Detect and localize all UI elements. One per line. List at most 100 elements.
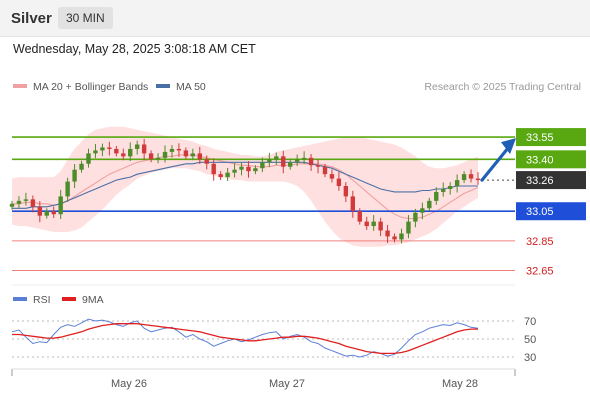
legend-swatch-1 (156, 84, 170, 88)
candle-body-60 (427, 200, 432, 209)
x-tick-label-1: May 27 (269, 378, 305, 390)
candle-body-48 (343, 186, 349, 197)
candle-body-49 (350, 196, 356, 212)
rsi-legend-swatch-0 (13, 297, 27, 301)
x-tick-label-0: May 26 (111, 378, 147, 390)
candle-body-45 (322, 166, 328, 175)
candle-body-6 (51, 211, 56, 215)
candle-body-66 (468, 174, 474, 179)
candle-body-0 (9, 203, 15, 207)
candle-body-28 (204, 159, 209, 164)
symbol-title: Silver (11, 10, 52, 27)
level-label-33.05: 33.05 (526, 206, 554, 218)
candle-body-62 (441, 188, 446, 192)
candle-body-10 (79, 163, 84, 170)
candle-body-65 (461, 174, 467, 181)
candle-body-61 (434, 191, 439, 201)
candle-body-13 (100, 147, 105, 151)
candle-body-17 (128, 148, 133, 157)
candle-body-51 (364, 221, 369, 227)
level-label-33.40: 33.40 (526, 154, 554, 166)
candle-body-47 (336, 178, 342, 187)
candle-body-22 (162, 151, 168, 158)
candle-body-12 (93, 150, 98, 154)
candle-body-59 (420, 208, 425, 213)
candle-body-20 (148, 153, 154, 160)
candle-body-67 (475, 178, 481, 181)
ma50-line (12, 161, 478, 209)
candle-body-2 (23, 199, 29, 201)
candle-body-35 (253, 168, 258, 172)
legend-label-0: MA 20 + Bollinger Bands (33, 81, 148, 93)
candle-body-52 (371, 221, 376, 227)
candle-body-63 (447, 186, 453, 189)
candle-body-14 (107, 147, 112, 149)
candle-body-38 (274, 156, 279, 160)
candle-body-15 (114, 148, 119, 154)
candle-body-8 (65, 181, 70, 197)
candle-body-24 (176, 148, 182, 151)
level-box-33.05 (516, 202, 586, 221)
candle-body-11 (86, 153, 91, 164)
x-tick-label-2: May 28 (442, 378, 478, 390)
rsi-tick-50: 50 (524, 334, 536, 346)
candle-body-26 (190, 153, 196, 157)
candle-body-23 (169, 148, 175, 152)
candle-body-30 (218, 174, 223, 178)
candle-body-42 (301, 157, 307, 160)
candle-body-29 (211, 163, 216, 175)
candle-body-37 (267, 159, 272, 163)
current-price-box (516, 171, 586, 190)
candle-body-64 (454, 180, 460, 187)
candle-body-18 (134, 144, 140, 149)
chart-header: Silver 30 MIN (0, 0, 590, 37)
candle-body-50 (357, 211, 362, 222)
ma20-line (12, 154, 479, 220)
candle-body-33 (239, 166, 244, 170)
candle-body-31 (225, 172, 230, 178)
candle-body-36 (260, 162, 265, 169)
candle-body-41 (294, 159, 300, 163)
level-label-33.55: 33.55 (526, 132, 554, 144)
candle-body-58 (413, 212, 418, 222)
candle-body-44 (315, 165, 321, 167)
candle-body-34 (246, 166, 251, 172)
rsi-ma-line (12, 323, 478, 355)
candle-body-7 (58, 196, 63, 215)
candle-body-9 (72, 169, 77, 182)
rsi-legend-swatch-1 (62, 297, 76, 301)
candle-body-21 (155, 157, 161, 160)
candle-body-46 (329, 174, 335, 179)
candle-body-25 (183, 150, 189, 157)
rsi-tick-30: 30 (524, 352, 536, 364)
rsi-legend-label-1: 9MA (82, 294, 104, 306)
candle-body-27 (197, 153, 202, 160)
timestamp: Wednesday, May 28, 2025 3:08:18 AM CET (13, 42, 256, 56)
candle-body-56 (399, 233, 404, 240)
timeframe-badge[interactable]: 30 MIN (58, 7, 113, 29)
candle-body-55 (392, 236, 397, 240)
rsi-tick-70: 70 (524, 316, 536, 328)
level-box-33.55 (516, 128, 586, 147)
candle-body-5 (44, 211, 49, 216)
candle-body-19 (141, 144, 147, 154)
candle-body-54 (385, 230, 390, 237)
candle-body-3 (30, 199, 36, 207)
forecast-arrow-shaft (480, 146, 510, 182)
candle-body-16 (121, 153, 126, 157)
research-credit: Research © 2025 Trading Central (424, 81, 581, 93)
forecast-arrow-head (501, 138, 516, 155)
level-label-32.85: 32.85 (526, 236, 554, 248)
candle-body-40 (288, 162, 293, 167)
candle-body-1 (16, 200, 22, 204)
candle-body-57 (406, 221, 411, 234)
rsi-legend-label-0: RSI (33, 294, 51, 306)
level-box-33.40 (516, 150, 586, 169)
candle-body-43 (308, 157, 314, 166)
current-price-label: 33.26 (526, 175, 554, 187)
candle-body-32 (232, 169, 237, 173)
candle-body-53 (378, 221, 383, 231)
candle-body-39 (281, 156, 286, 167)
level-label-32.65: 32.65 (526, 266, 554, 278)
